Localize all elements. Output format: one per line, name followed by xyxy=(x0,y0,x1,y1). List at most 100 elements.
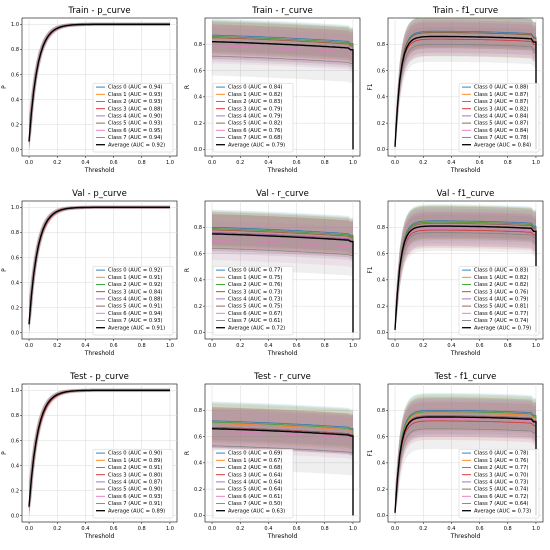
subplot-title: Val - r_curve xyxy=(256,189,309,199)
x-tick-label: 0.0 xyxy=(25,343,33,349)
average-confidence-band xyxy=(395,397,536,516)
y-tick-label: 0.6 xyxy=(377,68,385,74)
x-axis-label: Threshold xyxy=(267,350,298,357)
legend-entry: Class 6 (AUC = 0.95) xyxy=(108,128,162,134)
legend-entry: Class 0 (AUC = 0.92) xyxy=(108,268,162,274)
y-tick-label: 1.0 xyxy=(11,388,19,394)
y-tick-label: 0.0 xyxy=(377,513,385,519)
legend-entry: Class 3 (AUC = 0.73) xyxy=(228,289,282,295)
y-tick-label: 0.6 xyxy=(11,72,19,78)
legend-entry: Class 0 (AUC = 0.77) xyxy=(228,268,282,274)
legend: Class 0 (AUC = 0.88)Class 1 (AUC = 0.87)… xyxy=(458,82,540,153)
legend-entry: Class 6 (AUC = 0.94) xyxy=(108,311,162,317)
y-axis-label: F1 xyxy=(367,83,374,90)
series-line-class-6 xyxy=(394,228,537,333)
legend-box xyxy=(92,265,174,336)
series-line-average xyxy=(28,23,170,142)
confidence-band xyxy=(212,407,353,516)
legend-entry: Class 7 (AUC = 0.74) xyxy=(474,318,528,324)
x-tick-label: 1.0 xyxy=(166,343,174,349)
y-tick-label: 0.6 xyxy=(11,438,19,444)
confidence-band xyxy=(395,408,536,516)
legend-entry: Class 7 (AUC = 0.64) xyxy=(474,501,528,507)
series-line-class-0 xyxy=(394,410,537,516)
legend-entry: Class 5 (AUC = 0.91) xyxy=(108,304,162,310)
confidence-band xyxy=(395,392,536,516)
series-line-class-5 xyxy=(212,427,354,516)
y-tick-label: 0.6 xyxy=(377,434,385,440)
confidence-band xyxy=(212,227,353,333)
series-line-class-0 xyxy=(394,30,537,150)
legend-entry: Class 5 (AUC = 0.75) xyxy=(228,304,282,310)
x-tick-label: 1.0 xyxy=(532,526,540,532)
legend-entry: Class 0 (AUC = 0.83) xyxy=(474,268,528,274)
legend-entry: Class 7 (AUC = 0.50) xyxy=(228,501,282,507)
legend-entry: Class 3 (AUC = 0.64) xyxy=(228,472,282,478)
y-tick-label: 0.4 xyxy=(377,461,385,467)
legend-box xyxy=(212,82,294,153)
x-tick-label: 0.8 xyxy=(138,160,146,166)
x-tick-label: 0.6 xyxy=(476,160,484,166)
x-tick-label: 0.4 xyxy=(264,160,272,166)
confidence-band xyxy=(395,212,536,333)
series-line-class-0 xyxy=(211,34,354,150)
legend-box xyxy=(458,448,540,519)
y-tick-label: 0.6 xyxy=(194,434,202,440)
legend-entry: Class 6 (AUC = 0.84) xyxy=(474,128,528,134)
confidence-band xyxy=(212,410,353,516)
y-tick-label: 0.4 xyxy=(377,278,385,284)
y-tick-label: 0.4 xyxy=(377,95,385,101)
legend-entry: Class 0 (AUC = 0.84) xyxy=(228,85,282,91)
y-axis-label: P xyxy=(1,85,8,89)
y-tick-label: 1.0 xyxy=(11,22,19,28)
series-line-class-2 xyxy=(394,221,537,333)
y-tick-label: 0.4 xyxy=(11,97,19,103)
legend-entry: Class 7 (AUC = 0.91) xyxy=(108,501,162,507)
legend-box xyxy=(212,448,294,519)
legend-entry: Class 2 (AUC = 0.77) xyxy=(474,465,528,471)
series-line-class-0 xyxy=(211,420,354,516)
y-tick-label: 0.4 xyxy=(194,95,202,101)
x-tick-label: 0.0 xyxy=(208,526,216,532)
legend-box xyxy=(92,448,174,519)
average-confidence-band xyxy=(212,214,353,333)
confidence-band xyxy=(212,19,353,150)
x-tick-label: 0.6 xyxy=(110,160,118,166)
x-tick-label: 0.0 xyxy=(25,526,33,532)
x-tick-label: 0.4 xyxy=(81,343,89,349)
confidence-band xyxy=(212,27,353,150)
confidence-band xyxy=(212,220,353,333)
x-tick-label: 1.0 xyxy=(532,160,540,166)
confidence-band xyxy=(395,20,536,150)
legend-entry: Class 3 (AUC = 0.80) xyxy=(108,472,162,478)
confidence-band xyxy=(212,24,353,150)
y-axis-label: R xyxy=(184,85,191,89)
legend-entry: Class 6 (AUC = 0.67) xyxy=(228,311,282,317)
legend-entry: Class 7 (AUC = 0.78) xyxy=(474,135,528,141)
x-tick-label: 0.8 xyxy=(321,160,329,166)
legend-entry: Class 7 (AUC = 0.61) xyxy=(228,318,282,324)
series-line-class-2 xyxy=(394,411,537,516)
series-line-average xyxy=(212,233,354,333)
legend-entry: Average (AUC = 0.72) xyxy=(228,325,285,331)
average-confidence-band xyxy=(395,206,536,333)
legend-entry: Class 2 (AUC = 0.83) xyxy=(228,99,282,105)
legend-box xyxy=(458,82,540,153)
confidence-band xyxy=(212,21,353,150)
series-line-average xyxy=(28,206,170,325)
y-tick-label: 0.0 xyxy=(11,331,19,337)
legend-entry: Average (AUC = 0.73) xyxy=(474,508,531,514)
subplot-3-3: 0.0 0.2 0.4 0.6 0.8 1.0 0.0 0.2 0.4 0.6 0.8 Test - … xyxy=(367,372,544,540)
confidence-band xyxy=(395,211,536,333)
y-tick-label: 0.0 xyxy=(377,330,385,336)
x-tick-label: 0.8 xyxy=(321,526,329,532)
confidence-band xyxy=(212,24,353,150)
series-line-class-5 xyxy=(394,32,537,150)
y-tick-label: 0.6 xyxy=(11,255,19,261)
x-tick-label: 0.8 xyxy=(321,343,329,349)
confidence-band xyxy=(395,208,536,333)
legend-entry: Class 1 (AUC = 0.87) xyxy=(474,92,528,98)
series-line-class-0 xyxy=(211,226,354,333)
x-tick-label: 0.0 xyxy=(391,526,399,532)
series-line-class-5 xyxy=(394,415,537,516)
